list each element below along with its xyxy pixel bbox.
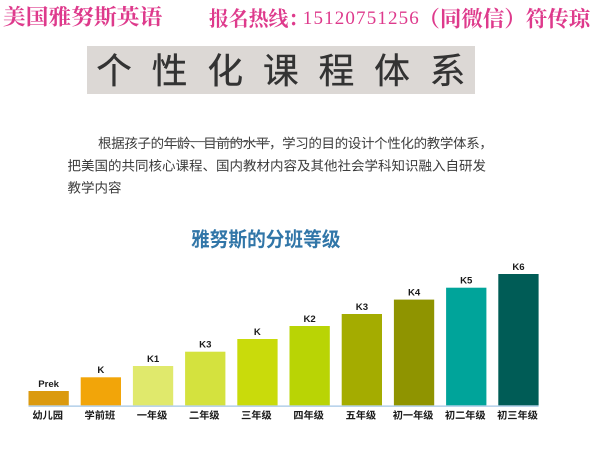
svg-text:K5: K5 <box>460 276 473 287</box>
svg-text:K3: K3 <box>356 302 368 313</box>
svg-text:Prek: Prek <box>38 379 59 390</box>
svg-text:K1: K1 <box>147 354 160 365</box>
svg-text:K: K <box>97 365 104 376</box>
svg-text:K4: K4 <box>408 287 421 298</box>
svg-text:K2: K2 <box>303 314 315 325</box>
svg-text:K3: K3 <box>199 340 211 351</box>
svg-text:K6: K6 <box>512 262 524 273</box>
svg-text:15120751256: 15120751256 <box>303 8 420 29</box>
svg-text:K: K <box>254 327 261 338</box>
